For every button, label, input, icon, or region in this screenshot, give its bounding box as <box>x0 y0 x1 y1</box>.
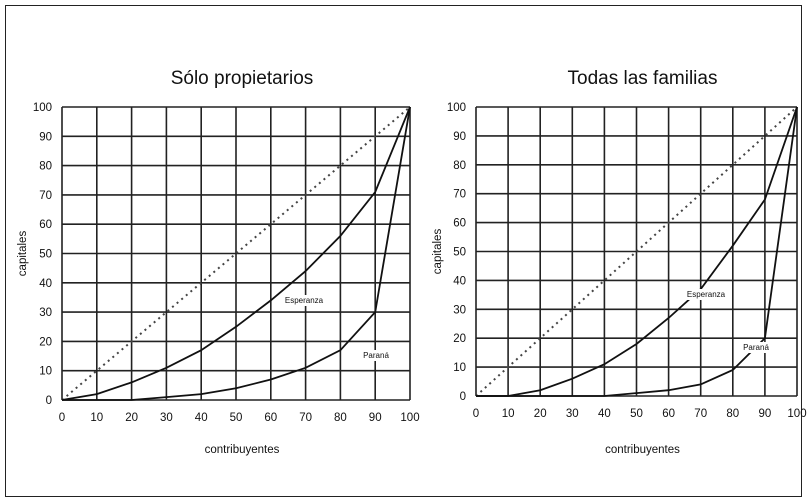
x-tick-label: 90 <box>369 412 382 424</box>
x-tick-label: 20 <box>534 408 547 420</box>
y-tick-label: 50 <box>453 247 466 259</box>
x-tick-label: 70 <box>299 412 312 424</box>
y-tick-label: 70 <box>39 190 52 202</box>
y-tick-label: 90 <box>39 131 52 143</box>
series-label: Esperanza <box>285 296 324 305</box>
series-label: Paraná <box>363 351 389 360</box>
series-label-background <box>358 350 394 361</box>
x-axis-label: contribuyentes <box>605 444 680 456</box>
y-tick-label: 70 <box>453 189 466 201</box>
y-tick-label: 30 <box>453 304 466 316</box>
y-tick-label: 0 <box>460 391 466 403</box>
y-tick-label: 30 <box>39 307 52 319</box>
y-tick-label: 100 <box>33 102 52 114</box>
x-tick-label: 30 <box>566 408 579 420</box>
equality-diagonal-line <box>61 106 411 401</box>
y-tick-label: 20 <box>39 336 52 348</box>
y-axis-label: capitales <box>17 231 29 277</box>
y-tick-label: 80 <box>39 161 52 173</box>
x-tick-label: 90 <box>759 408 772 420</box>
series-label: Paraná <box>743 343 769 352</box>
chart-title: Todas las familias <box>568 68 718 89</box>
x-tick-labels: 0 10 20 30 40 50 60 70 80 90 100 <box>473 408 807 420</box>
x-tick-label: 50 <box>630 408 643 420</box>
figure-frame <box>5 5 802 497</box>
y-tick-label: 50 <box>39 249 52 261</box>
x-tick-label: 100 <box>787 408 806 420</box>
series-line-esperanza <box>61 106 411 401</box>
y-tick-label: 40 <box>453 275 466 287</box>
x-tick-label: 80 <box>726 408 739 420</box>
x-tick-label: 100 <box>400 412 419 424</box>
grid <box>61 106 411 401</box>
series-label-background <box>681 289 731 300</box>
x-tick-label: 0 <box>473 408 479 420</box>
series-line-parana <box>476 106 798 397</box>
y-tick-label: 10 <box>453 362 466 374</box>
series-line-esperanza <box>476 106 798 397</box>
y-tick-label: 60 <box>39 219 52 231</box>
chart-panel-solo-propietarios: Sólo propietarios contribuyentes capital… <box>17 68 420 456</box>
y-axis-label: capitales <box>432 229 444 275</box>
y-tick-labels: 0 10 20 30 40 50 60 70 80 90 100 <box>33 102 52 407</box>
x-tick-label: 10 <box>502 408 515 420</box>
y-tick-label: 100 <box>447 102 466 114</box>
x-tick-label: 70 <box>694 408 707 420</box>
grid <box>475 106 798 397</box>
y-tick-label: 60 <box>453 218 466 230</box>
y-tick-labels: 0 10 20 30 40 50 60 70 80 90 100 <box>447 102 466 403</box>
series-label: Esperanza <box>687 290 726 299</box>
x-tick-labels: 0 10 20 30 40 50 60 70 80 90 100 <box>59 412 420 424</box>
series-label-background <box>279 295 329 306</box>
x-tick-label: 0 <box>59 412 65 424</box>
x-tick-label: 20 <box>125 412 138 424</box>
y-tick-label: 80 <box>453 160 466 172</box>
x-tick-label: 50 <box>230 412 243 424</box>
chart-title: Sólo propietarios <box>171 68 314 89</box>
x-tick-label: 40 <box>598 408 611 420</box>
x-tick-label: 10 <box>90 412 103 424</box>
y-tick-label: 40 <box>39 278 52 290</box>
x-tick-label: 80 <box>334 412 347 424</box>
y-tick-label: 0 <box>46 395 52 407</box>
y-tick-label: 20 <box>453 333 466 345</box>
y-tick-label: 10 <box>39 366 52 378</box>
y-tick-label: 90 <box>453 131 466 143</box>
x-tick-label: 30 <box>160 412 173 424</box>
series-label-background <box>738 342 774 353</box>
x-tick-label: 60 <box>662 408 675 420</box>
chart-panel-todas-las-familias: Todas las familias contribuyentes capita… <box>432 68 807 456</box>
series-line-parana <box>62 106 411 401</box>
x-axis-label: contribuyentes <box>205 444 280 456</box>
x-tick-label: 60 <box>264 412 277 424</box>
x-tick-label: 40 <box>195 412 208 424</box>
